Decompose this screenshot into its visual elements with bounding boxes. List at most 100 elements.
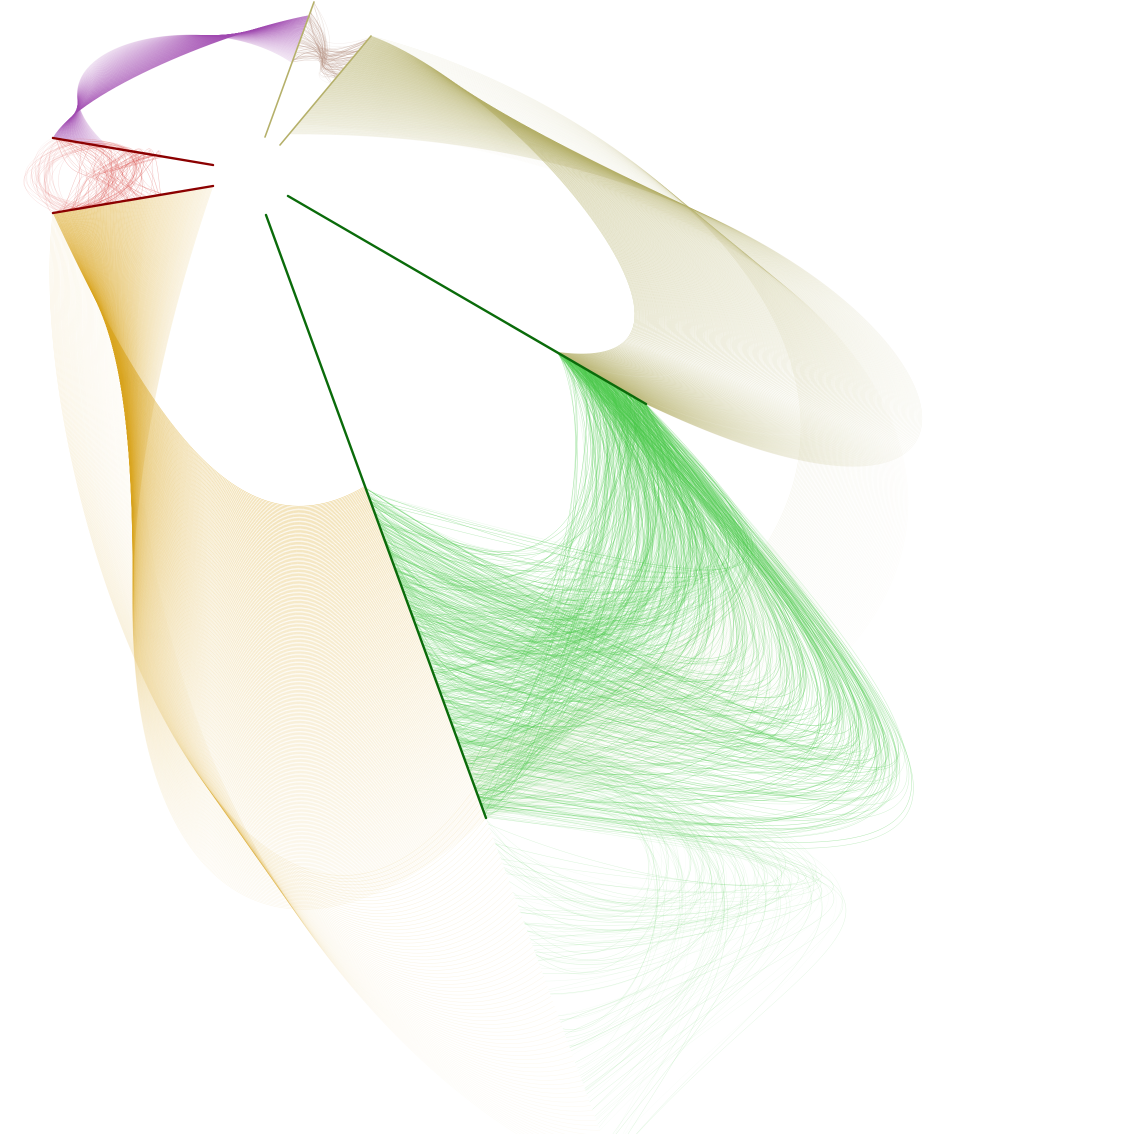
green-edges — [448, 370, 747, 716]
olive-edges — [296, 124, 894, 455]
gold-edges — [131, 192, 455, 806]
olive-edges — [310, 108, 845, 434]
tan-edges — [292, 47, 362, 61]
tan-edges — [313, 2, 338, 77]
gold-edges — [98, 205, 400, 622]
olive-edges — [309, 109, 848, 435]
green-edges — [465, 762, 793, 932]
red-edges — [122, 150, 144, 202]
green-edges — [440, 364, 868, 787]
green-edges — [408, 377, 777, 704]
olive-edges — [304, 114, 866, 443]
olive-edges — [314, 102, 829, 427]
red-edges — [97, 152, 141, 206]
green-edges — [445, 403, 681, 709]
olive-edges — [304, 115, 867, 443]
green-edges — [430, 361, 864, 777]
tan-edges — [294, 52, 332, 84]
olive-edges — [314, 103, 830, 428]
green-edges — [413, 385, 715, 628]
gold-edges — [130, 193, 451, 792]
olive-edges — [299, 121, 886, 451]
green-edges — [442, 365, 599, 698]
purple-edges — [77, 34, 293, 148]
olive-edges — [320, 96, 810, 419]
olive-edges — [329, 85, 777, 406]
red-edges — [92, 147, 148, 198]
red-edges — [108, 154, 154, 198]
olive-edges — [338, 74, 746, 394]
green-edges — [458, 741, 686, 1090]
olive-edges — [313, 104, 834, 429]
olive-edges — [305, 114, 864, 442]
green-edges — [478, 797, 834, 941]
green-edges — [454, 379, 747, 733]
green-edges — [384, 379, 630, 648]
olive-edges — [366, 41, 808, 762]
olive-edges — [321, 94, 806, 417]
axis-olive-left — [264, 1, 315, 138]
green-edges — [415, 394, 631, 625]
olive-edges — [299, 121, 885, 451]
green-edges — [445, 707, 779, 1110]
green-edges — [432, 381, 632, 673]
olive-edges — [310, 107, 844, 433]
olive-edges — [324, 91, 794, 413]
olive-edges — [327, 87, 784, 409]
green-edges — [459, 745, 817, 911]
green-edges — [418, 392, 728, 633]
gold-edges — [131, 192, 458, 815]
olive-edges — [310, 108, 846, 434]
green-edges — [384, 374, 629, 644]
green-edges — [459, 387, 695, 746]
red-edges — [92, 153, 148, 203]
olive-edges — [316, 100, 822, 424]
olive-edges — [299, 120, 884, 450]
green-edges — [395, 366, 601, 587]
purple-edges — [77, 35, 294, 147]
gold-edges — [90, 206, 394, 601]
red-edges — [98, 150, 134, 200]
green-edges — [483, 355, 708, 811]
green-edges — [364, 403, 765, 663]
green-edges — [387, 383, 650, 638]
green-edges — [478, 368, 686, 799]
olive-edges — [291, 130, 913, 463]
green-edges — [424, 358, 719, 651]
green-edges — [370, 371, 601, 552]
olive-edges — [328, 86, 781, 407]
green-edges — [394, 357, 647, 636]
tan-edges — [300, 39, 343, 71]
green-edges — [420, 380, 783, 717]
green-edges — [477, 793, 692, 1134]
olive-edges — [337, 75, 748, 394]
olive-edges — [311, 107, 843, 433]
tan-edges — [310, 12, 352, 65]
olive-edges — [297, 123, 892, 454]
axis-dark-red-lower — [51, 184, 215, 215]
olive-edges — [319, 97, 812, 420]
olive-edges — [338, 75, 747, 394]
purple-edges — [77, 35, 294, 147]
red-edges — [74, 142, 83, 210]
red-edges — [134, 148, 161, 196]
green-edges — [370, 387, 652, 623]
green-edges — [387, 385, 858, 744]
gold-edges — [92, 206, 396, 607]
green-edges — [475, 403, 672, 789]
tan-edges — [294, 52, 337, 79]
olive-edges — [326, 88, 787, 410]
tan-edges — [305, 25, 366, 56]
tan-edges — [299, 41, 342, 72]
gold-edges — [110, 203, 410, 653]
olive-edges — [315, 102, 827, 426]
green-edges — [480, 364, 682, 803]
gold-edges — [130, 193, 452, 795]
green-edges — [459, 386, 660, 746]
green-edges — [467, 766, 790, 937]
green-edges — [483, 353, 606, 813]
red-edges — [58, 138, 130, 201]
gold-edges — [132, 190, 468, 849]
olive-edges — [316, 101, 825, 425]
green-edges — [394, 355, 719, 593]
